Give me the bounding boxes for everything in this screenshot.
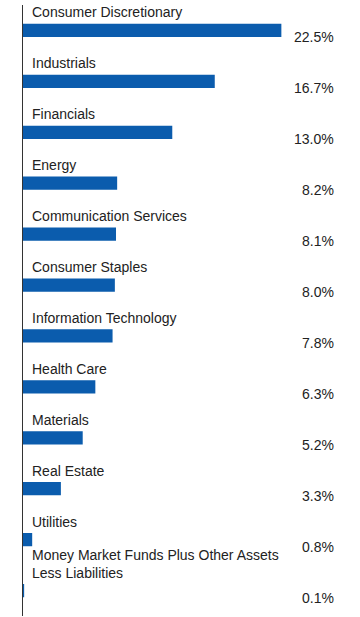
svg-text:Real Estate: Real Estate bbox=[32, 463, 105, 479]
svg-text:Energy: Energy bbox=[32, 157, 76, 173]
svg-text:13.0%: 13.0% bbox=[294, 131, 334, 147]
svg-text:Money Market Funds Plus Other: Money Market Funds Plus Other AssetsLess… bbox=[32, 547, 279, 581]
svg-text:Materials: Materials bbox=[32, 412, 89, 428]
svg-text:0.8%: 0.8% bbox=[302, 539, 334, 555]
svg-text:0.1%: 0.1% bbox=[302, 590, 334, 606]
svg-text:8.1%: 8.1% bbox=[302, 233, 334, 249]
svg-text:8.0%: 8.0% bbox=[302, 284, 334, 300]
svg-text:5.2%: 5.2% bbox=[302, 437, 334, 453]
svg-text:Financials: Financials bbox=[32, 106, 95, 122]
svg-text:22.5%: 22.5% bbox=[294, 29, 334, 45]
svg-text:16.7%: 16.7% bbox=[294, 80, 334, 96]
svg-text:3.3%: 3.3% bbox=[302, 488, 334, 504]
svg-text:Communication Services: Communication Services bbox=[32, 208, 187, 224]
svg-text:8.2%: 8.2% bbox=[302, 182, 334, 198]
svg-text:6.3%: 6.3% bbox=[302, 386, 334, 402]
svg-text:Consumer Discretionary: Consumer Discretionary bbox=[32, 4, 182, 20]
svg-text:Information Technology: Information Technology bbox=[32, 310, 177, 326]
svg-text:Utilities: Utilities bbox=[32, 514, 77, 530]
svg-text:Consumer Staples: Consumer Staples bbox=[32, 259, 147, 275]
svg-text:7.8%: 7.8% bbox=[302, 335, 334, 351]
svg-text:Health Care: Health Care bbox=[32, 361, 107, 377]
svg-text:Industrials: Industrials bbox=[32, 55, 96, 71]
